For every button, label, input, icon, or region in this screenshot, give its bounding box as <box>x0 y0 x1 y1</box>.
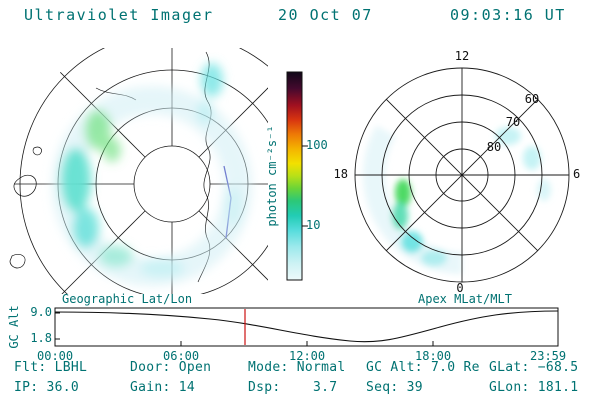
status-flt: Flt: LBHL <box>14 360 88 375</box>
polar-grid <box>354 67 570 283</box>
apex-plot-caption: Apex MLat/MLT <box>418 292 512 306</box>
mlat-label-80: 80 <box>487 140 501 154</box>
chart-ticks <box>54 312 559 346</box>
colorbar-label: photon cm⁻²s⁻¹ <box>265 125 279 226</box>
xtick-1800: 18:00 <box>415 349 452 363</box>
xtick-0600: 06:00 <box>163 349 200 363</box>
strip-chart: GC Alt <box>7 305 559 349</box>
xtick-2359: 23:59 <box>530 349 567 363</box>
xtick-0000: 00:00 <box>37 349 74 363</box>
colorbar: photon cm⁻²s⁻¹ <box>265 71 308 281</box>
page-title: Ultraviolet Imager <box>24 6 214 24</box>
status-gcalt: GC Alt: 7.0 Re <box>366 360 480 375</box>
status-glon: GLon: 181.1 <box>489 380 579 395</box>
xtick-1200: 12:00 <box>289 349 326 363</box>
mlt-label-12: 12 <box>455 49 469 63</box>
aurora-oval-apex <box>363 125 551 274</box>
status-glat: GLat: −68.5 <box>489 360 579 375</box>
mlt-label-18: 18 <box>334 167 348 181</box>
status-door: Door: Open <box>130 360 212 375</box>
status-mode: Mode: Normal <box>248 360 346 375</box>
colorbar-tick-10: 10 <box>306 218 321 232</box>
ytick-1.8: 1.8 <box>30 331 52 345</box>
mlat-label-70: 70 <box>506 115 520 129</box>
geographic-map <box>9 48 268 294</box>
status-ip: IP: 36.0 <box>14 380 80 395</box>
date-label: 20 Oct 07 <box>278 6 373 24</box>
status-seq: Seq: 39 <box>366 380 423 395</box>
status-dsp: Dsp: 3.7 <box>248 380 338 395</box>
colorbar-gradient <box>286 71 303 281</box>
mlt-label-6: 6 <box>573 167 580 181</box>
geo-map-caption: Geographic Lat/Lon <box>62 292 193 306</box>
ytick-9.0: 9.0 <box>30 305 52 319</box>
status-gain: Gain: 14 <box>130 380 196 395</box>
aurora-oval-geo <box>52 63 252 286</box>
colorbar-tick-100: 100 <box>306 138 328 152</box>
apex-polar-plot: 12 18 6 0 60 70 80 <box>334 49 581 295</box>
time-label: 09:03:16 UT <box>450 6 566 24</box>
gc-alt-axis-label: GC Alt <box>7 305 21 348</box>
mlat-label-60: 60 <box>525 92 539 106</box>
mlt-label-0: 0 <box>456 281 463 295</box>
altitude-curve <box>54 310 559 343</box>
